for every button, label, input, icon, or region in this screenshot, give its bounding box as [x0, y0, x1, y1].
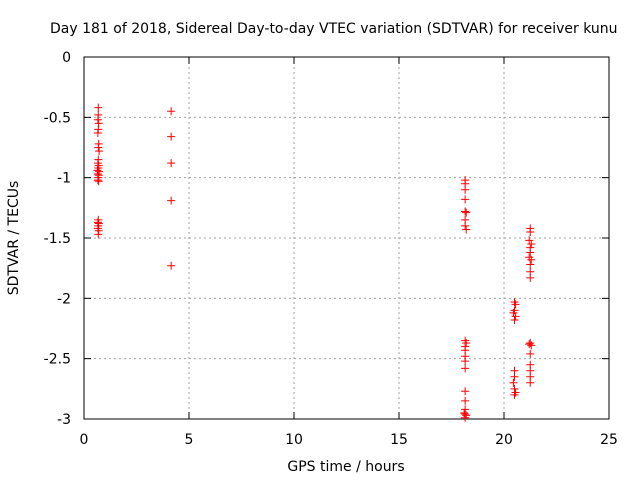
data-point [525, 236, 534, 245]
data-point [167, 132, 176, 141]
x-tick-label: 0 [80, 432, 89, 448]
x-tick-label: 10 [285, 432, 303, 448]
data-point [527, 255, 536, 264]
data-point [526, 273, 535, 282]
x-tick-labels: 0 5 10 15 20 25 [80, 432, 618, 448]
grid-lines [84, 57, 609, 419]
data-point [509, 308, 518, 317]
data-point [461, 195, 470, 204]
data-point [462, 225, 471, 234]
data-point [93, 115, 102, 124]
data-point [527, 341, 536, 350]
data-point [167, 159, 176, 168]
data-point [526, 248, 535, 257]
data-point [167, 261, 176, 270]
data-point [461, 185, 470, 194]
data-point [94, 143, 103, 152]
data-points [93, 103, 536, 422]
data-point [525, 340, 534, 349]
data-point [95, 147, 104, 156]
y-axis-label: SDTVAR / TECUs [6, 181, 22, 296]
data-point [527, 240, 536, 249]
data-point [461, 364, 470, 373]
x-tick-label: 20 [495, 432, 513, 448]
data-point [93, 129, 102, 138]
data-point [462, 208, 471, 217]
y-tick-label: -2.5 [44, 352, 71, 368]
data-point [510, 390, 519, 399]
data-point [526, 260, 535, 269]
x-axis-label: GPS time / hours [287, 459, 404, 475]
data-point [526, 378, 535, 387]
data-point [526, 227, 535, 236]
y-tick-label: -0.5 [44, 110, 71, 126]
data-point [167, 107, 176, 116]
data-point [526, 349, 535, 358]
y-tick-label: -2 [57, 291, 71, 307]
data-point [94, 230, 103, 239]
data-point [511, 312, 520, 321]
data-point [94, 103, 103, 112]
data-point [462, 338, 471, 347]
x-tick-label: 5 [185, 432, 194, 448]
axis-ticks [83, 56, 610, 420]
y-tick-label: -3 [57, 412, 71, 428]
data-point [461, 357, 470, 366]
data-point [510, 372, 519, 381]
data-point [509, 378, 518, 387]
y-tick-label: -1.5 [44, 231, 71, 247]
y-tick-labels: 0 -0.5 -1 -1.5 -2 -2.5 -3 [44, 50, 71, 428]
data-point [461, 387, 470, 396]
x-tick-label: 15 [390, 432, 408, 448]
data-point [461, 396, 470, 405]
data-point [167, 196, 176, 205]
data-point [461, 413, 470, 422]
data-point [511, 300, 520, 309]
data-point [94, 177, 103, 186]
x-tick-label: 25 [600, 432, 618, 448]
data-point [93, 176, 102, 185]
chart-title: Day 181 of 2018, Sidereal Day-to-day VTE… [50, 21, 618, 37]
y-tick-label: -1 [57, 171, 71, 187]
y-tick-label: 0 [62, 50, 71, 66]
data-point [461, 207, 470, 216]
data-point [461, 221, 470, 230]
data-point [510, 316, 519, 325]
